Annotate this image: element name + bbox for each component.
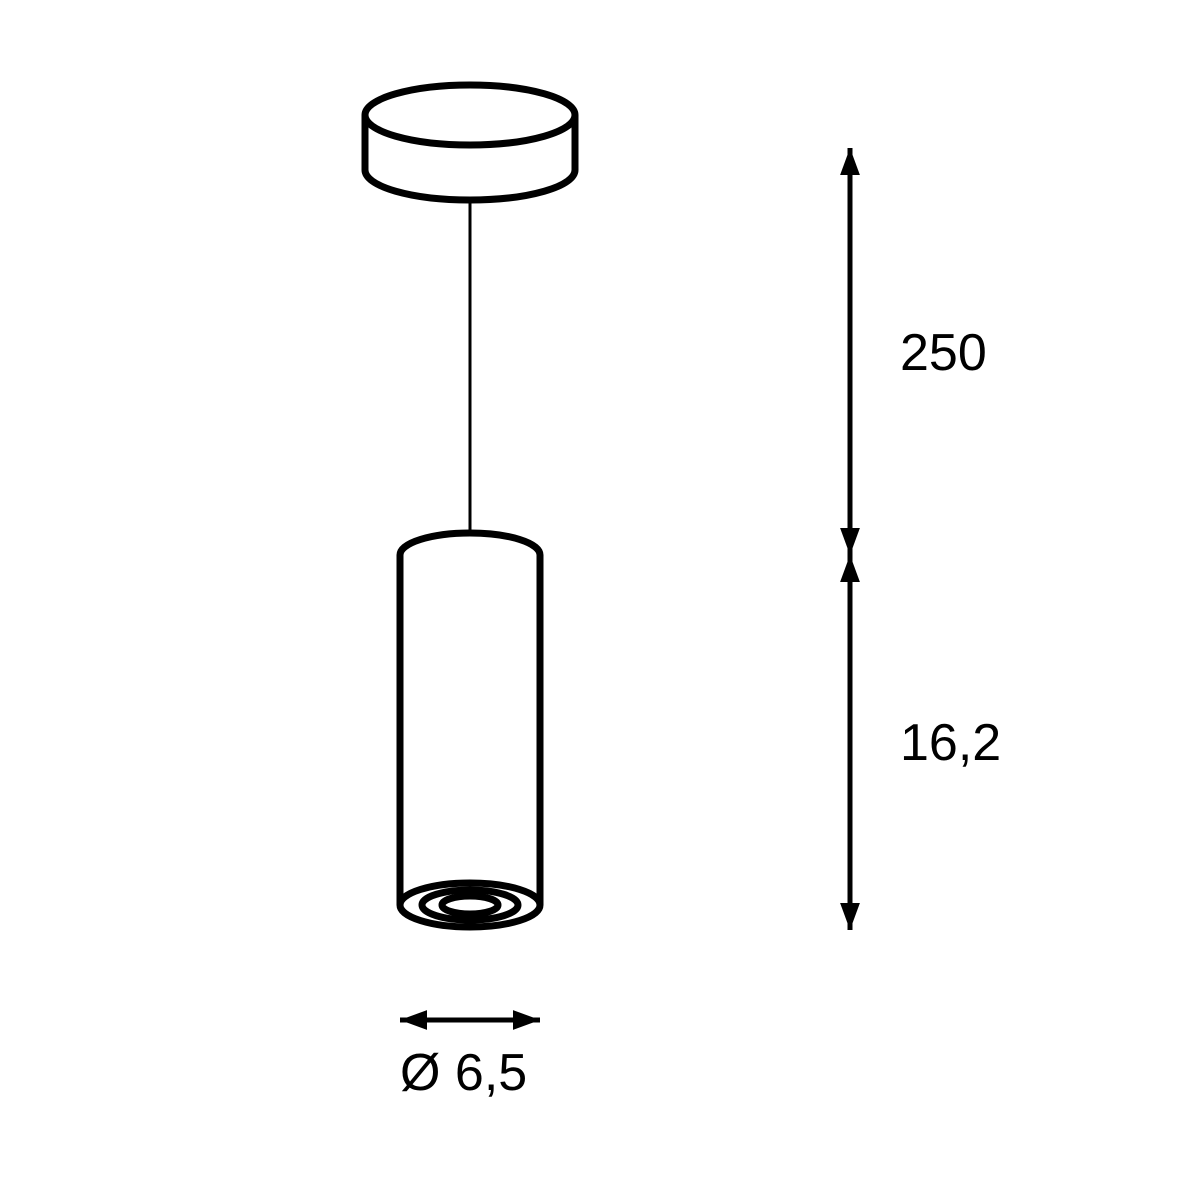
label-body-height: 16,2 — [900, 714, 1001, 772]
label-diameter: Ø 6,5 — [400, 1044, 527, 1102]
canopy-top — [365, 85, 575, 145]
canopy-bottom — [365, 170, 575, 200]
label-cable-length: 250 — [900, 324, 987, 382]
body-top-cap — [400, 533, 540, 555]
pendant-lamp-diagram: 250 16,2 Ø 6,5 — [0, 0, 1200, 1200]
lens — [442, 896, 498, 914]
